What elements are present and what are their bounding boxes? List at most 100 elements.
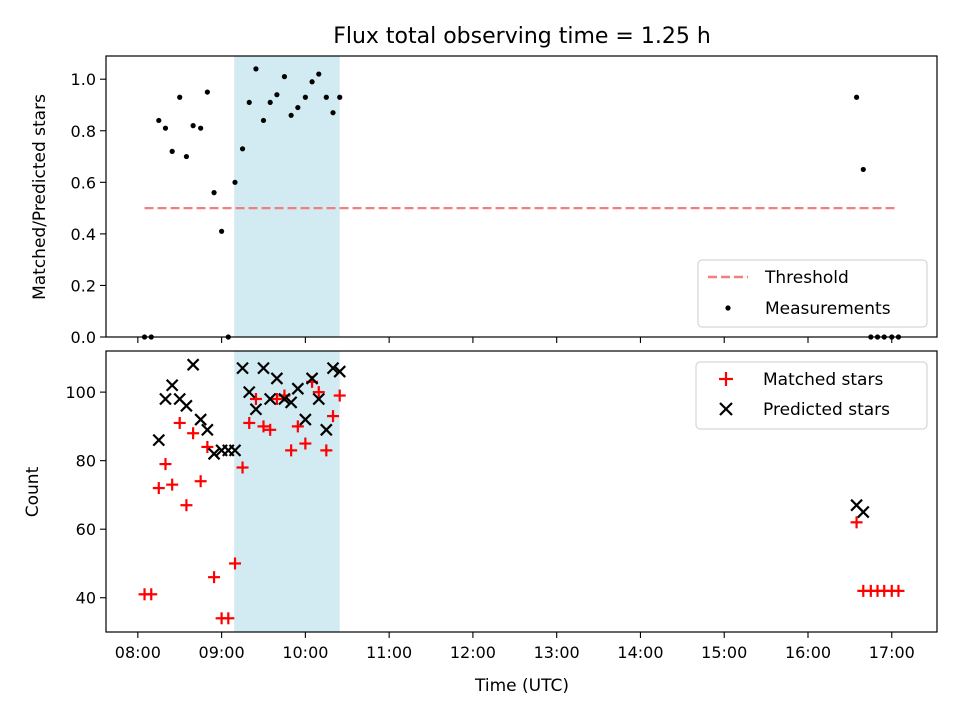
legend-predicted-swatch: [719, 402, 733, 416]
measurement-point: [281, 74, 288, 80]
measurement-point: [253, 66, 259, 72]
measurement-point: [337, 94, 343, 100]
matched-star-point: [327, 410, 340, 423]
predicted-star-b: [320, 423, 333, 437]
top-legend: Threshold Measurements: [697, 259, 928, 328]
predicted-star-b: [173, 392, 186, 406]
bottom-plot-frame: [105, 350, 938, 633]
matched-star-point: [222, 612, 235, 625]
matched-star-point: [194, 475, 207, 488]
matched-star-point: [299, 437, 312, 450]
predicted-star-b: [333, 365, 346, 378]
x-tick-label: 13:00: [534, 643, 580, 662]
legend-matched-label: Matched stars: [763, 370, 883, 390]
predicted-star-b: [194, 413, 207, 426]
predicted-star-b: [312, 392, 326, 406]
predicted-star-point: [312, 392, 326, 406]
predicted-star-point: [326, 361, 340, 375]
predicted-star-point: [263, 392, 277, 406]
predicted-star-point: [186, 358, 200, 371]
matched-star-point: [208, 571, 221, 584]
top-y-tick-label: 0.0: [71, 328, 96, 347]
predicted-star-point: [278, 392, 291, 406]
measurement-point: [211, 190, 217, 196]
predicted-star-b: [291, 382, 305, 395]
predicted-star-b: [159, 392, 172, 406]
predicted-star-point: [249, 402, 263, 416]
top-legend-box: [697, 259, 928, 328]
measurement-point: [190, 123, 196, 129]
predicted-star-point: [228, 444, 242, 457]
predicted-star-b: [257, 361, 270, 375]
matched-star-point: [249, 392, 262, 405]
measurement-point: [162, 125, 169, 131]
chart-title: Flux total observing time = 1.25 h: [333, 24, 711, 49]
predicted-star-b: [152, 433, 166, 447]
x-tick-label: 16:00: [785, 643, 831, 662]
predicted-star-b: [186, 358, 200, 371]
bottom-y-tick-label: 40: [76, 589, 96, 608]
predicted-star-point: [333, 365, 346, 378]
bottom-y-tick-label: 100: [65, 383, 96, 402]
x-axis-label: Time (UTC): [474, 676, 569, 696]
legend-predicted-label: Predicted stars: [763, 400, 890, 420]
predicted-star-b: [270, 372, 284, 385]
predicted-star-point: [257, 361, 270, 375]
bottom-legend-box: [695, 361, 928, 430]
predicted-star-point: [201, 423, 214, 437]
matched-star-point: [159, 458, 172, 471]
predicted-star-point: [291, 382, 305, 395]
predicted-star-b: [326, 361, 340, 375]
predicted-star-b: [228, 444, 242, 457]
top-y-axis-label: Matched/Predicted stars: [30, 94, 50, 300]
legend-measurements-label: Measurements: [765, 299, 891, 319]
matched-star-point: [180, 499, 193, 512]
measurement-point: [232, 179, 238, 185]
measurement-point: [219, 228, 225, 234]
matched-star-point: [145, 588, 158, 601]
matched-star-point: [229, 557, 242, 570]
measurement-point: [316, 71, 322, 77]
predicted-star-point: [207, 447, 221, 461]
legend-threshold-label: Threshold: [764, 268, 849, 288]
measurement-point: [860, 166, 866, 173]
predicted-star-point: [236, 361, 249, 375]
predicted-star-b: [857, 505, 870, 519]
top-y-tick-label: 1.0: [71, 70, 96, 89]
predicted-star-b: [165, 378, 179, 392]
measurement-point: [169, 148, 175, 154]
x-tick-label: 08:00: [115, 643, 161, 662]
top-plot-frame: [105, 55, 938, 338]
matched-star-point: [850, 516, 863, 529]
top-panel: 0.0 0.2 0.4 0.6 0.8 1.0 Matched/Predicted sta…: [30, 55, 938, 347]
measurement-point: [330, 110, 336, 116]
bottom-y-tick-label: 60: [76, 520, 96, 539]
x-tick-label: 09:00: [199, 643, 245, 662]
predicted-star-b: [263, 392, 277, 406]
measurement-point: [156, 117, 162, 124]
x-tick-label: 12:00: [450, 643, 496, 662]
predicted-star-point: [159, 392, 172, 406]
matched-star-point: [270, 392, 283, 405]
matched-star-point: [333, 389, 346, 402]
bottom-panel: 40 60 80 100 Count Matched stars Predicted …: [23, 350, 938, 633]
measurement-point: [323, 94, 329, 100]
predicted-star-b: [249, 402, 263, 416]
predicted-star-point: [270, 372, 284, 385]
predicted-star-b: [180, 399, 193, 413]
measurement-point: [260, 117, 267, 124]
predicted-star-point: [194, 413, 207, 426]
matched-star-point: [320, 444, 333, 457]
matched-star-point: [243, 416, 256, 429]
predicted-star-point: [242, 385, 256, 399]
legend-measurements-swatch: [725, 305, 731, 311]
top-y-tick-label: 0.6: [71, 173, 96, 192]
measurement-point: [274, 92, 280, 98]
x-tick-label: 11:00: [366, 643, 412, 662]
predicted-star-point: [857, 505, 870, 519]
matched-star-point: [312, 386, 325, 399]
bottom-legend: Matched stars Predicted stars: [695, 361, 928, 430]
predicted-star-point: [284, 396, 298, 409]
x-tick-label: 10:00: [282, 643, 328, 662]
